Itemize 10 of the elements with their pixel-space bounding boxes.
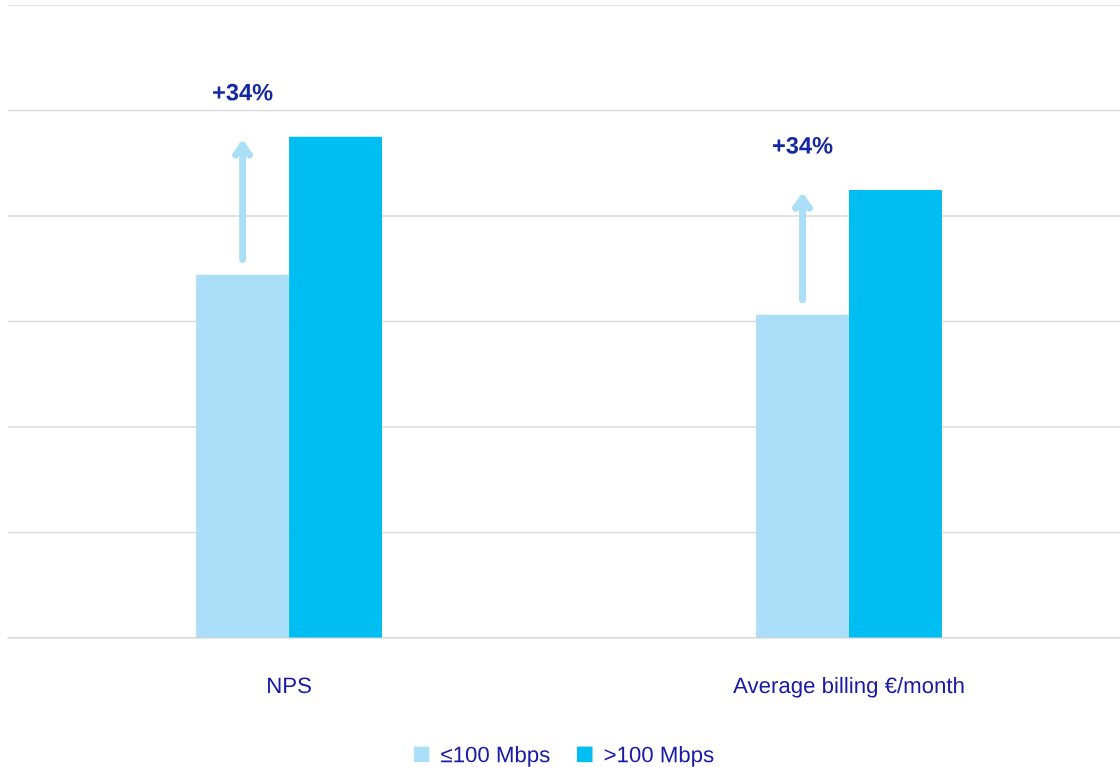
- bar: [289, 136, 383, 638]
- x-tick-label: NPS: [268, 677, 311, 694]
- legend-label: ≤100 Mbps: [441, 746, 550, 767]
- bar: [756, 314, 849, 638]
- x-tick-label: Average billing €/month: [733, 676, 964, 698]
- bar: [849, 189, 942, 638]
- legend-label: >100 Mbps: [604, 746, 714, 767]
- bar: [196, 274, 290, 638]
- annotation: +34%: [773, 136, 833, 154]
- text: +34%: [213, 83, 273, 101]
